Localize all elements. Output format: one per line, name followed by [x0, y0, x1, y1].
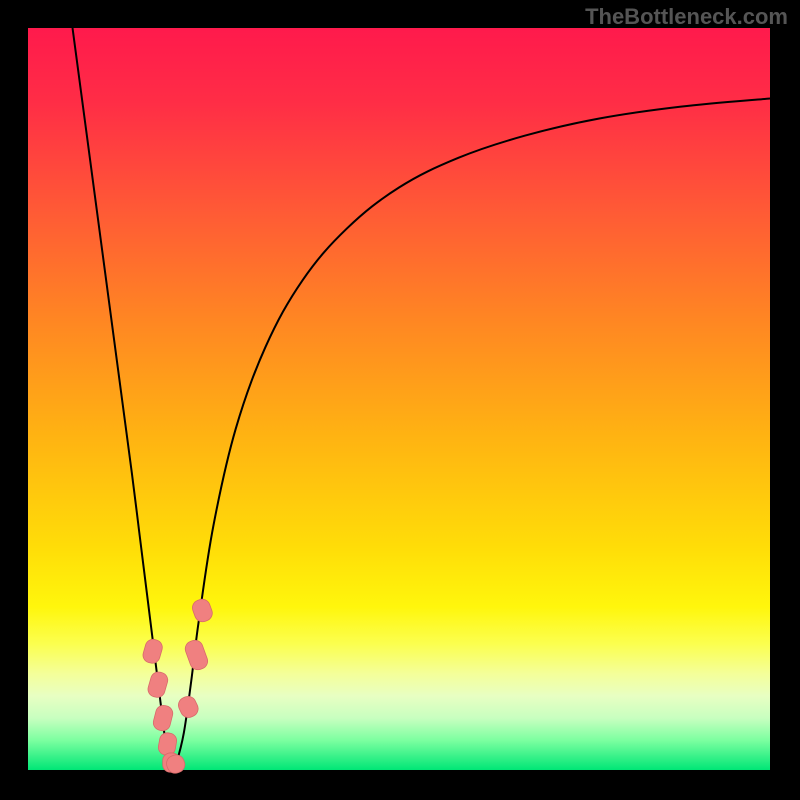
- plot-background: [28, 28, 770, 770]
- bottleneck-curve-chart: [0, 0, 800, 800]
- chart-container: TheBottleneck.com: [0, 0, 800, 800]
